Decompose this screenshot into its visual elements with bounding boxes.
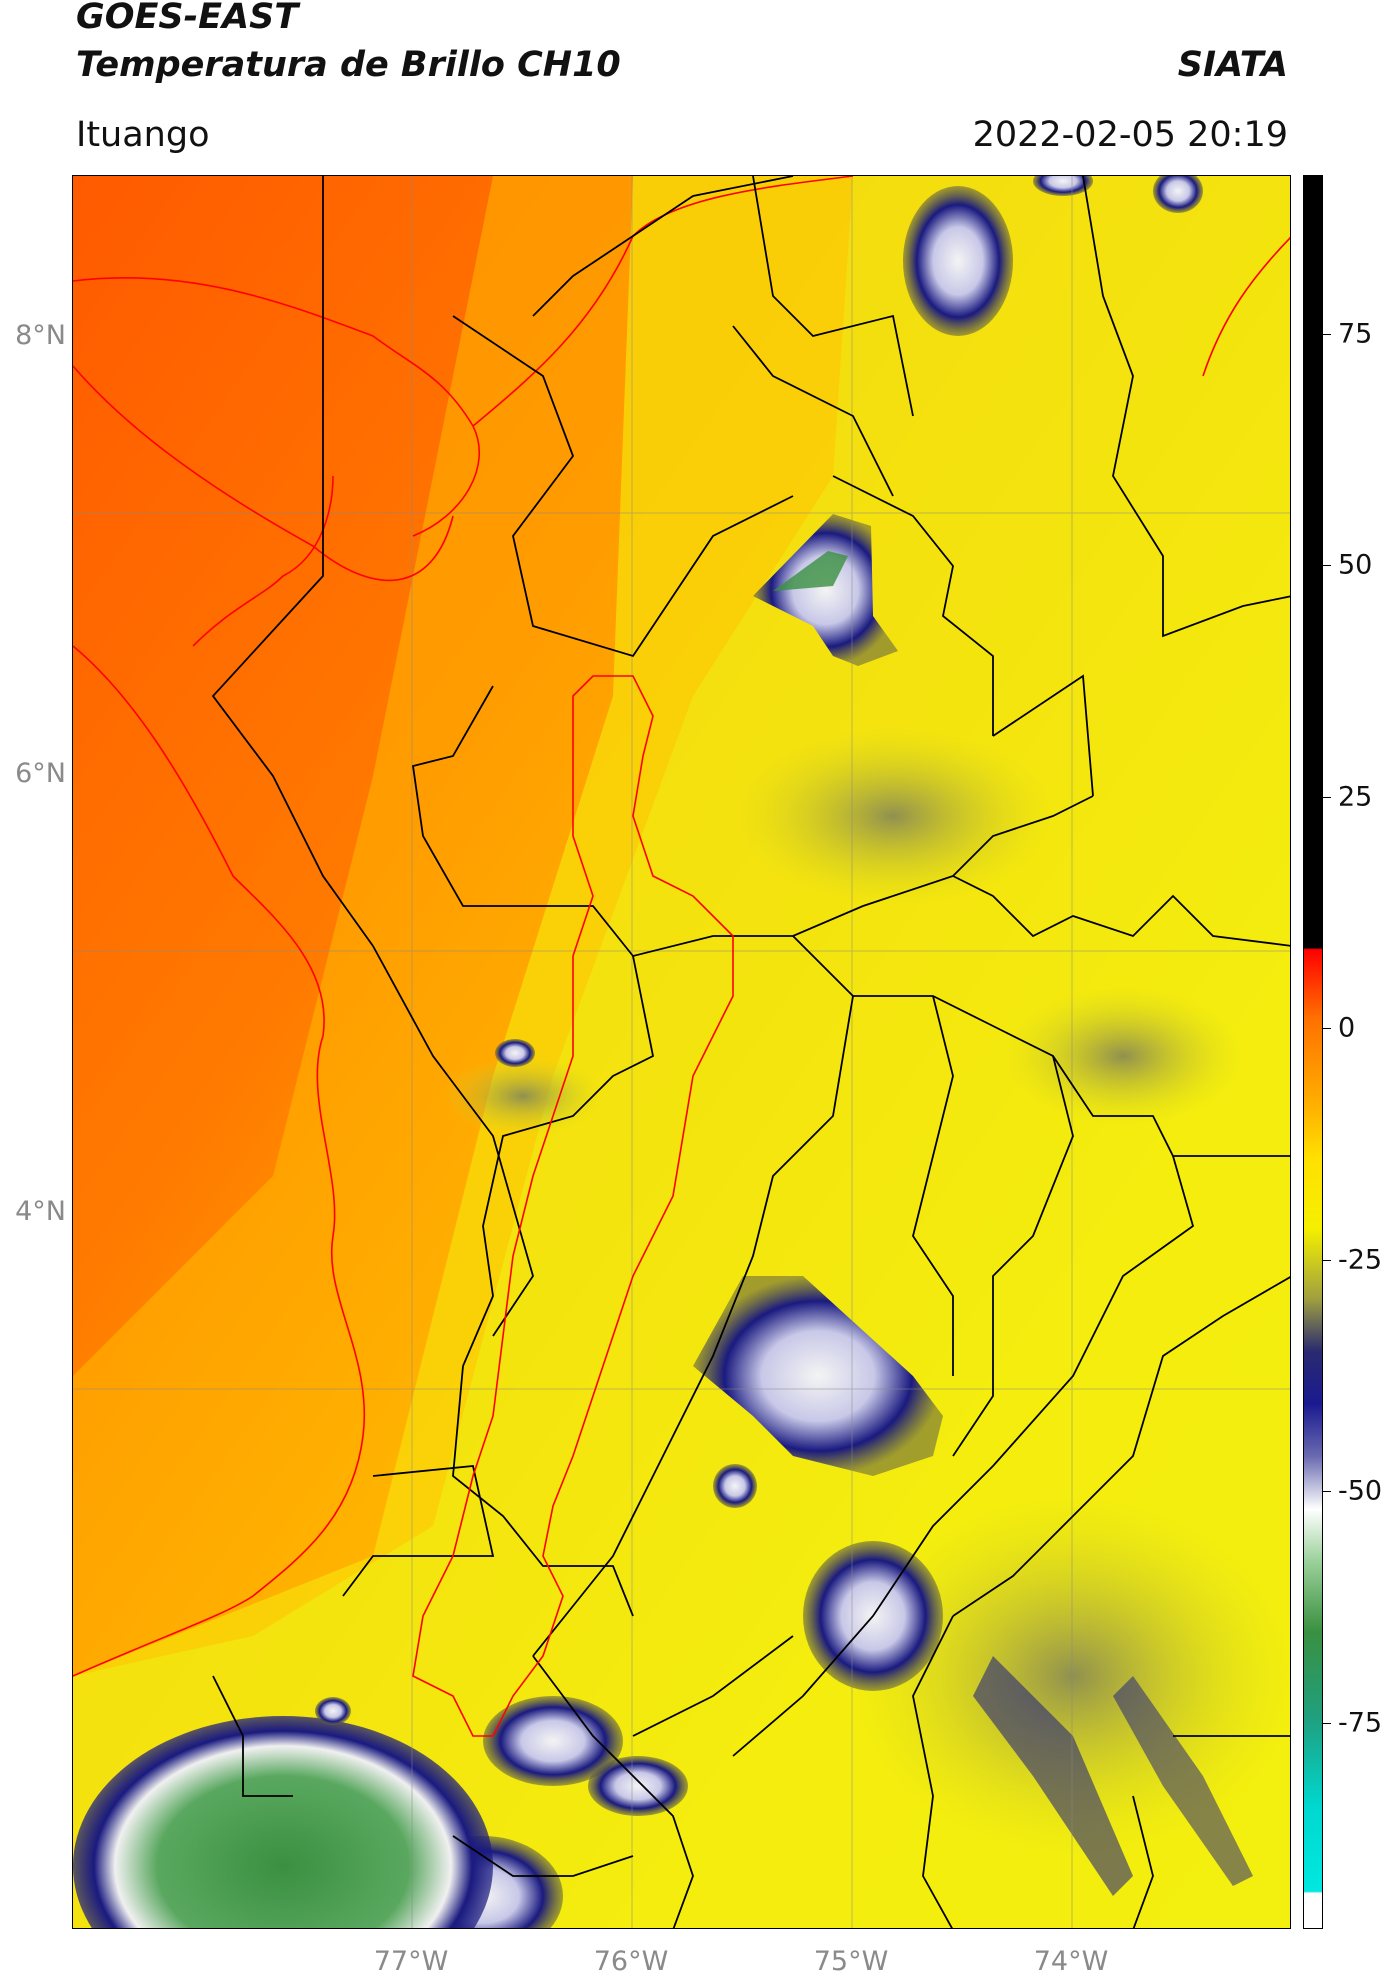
cloud-north-top-right (1153, 176, 1203, 213)
lon-label-77w: 77°W (373, 1946, 449, 1977)
colorbar-label-25: 25 (1338, 781, 1373, 813)
colorbar-tick-50 (1323, 565, 1331, 566)
title-line1: GOES-EAST (76, 0, 299, 37)
cloud-south-b (588, 1756, 688, 1816)
colorbar-label-50: 50 (1338, 549, 1373, 581)
satellite-map (72, 175, 1291, 1929)
lon-label-75w: 75°W (813, 1946, 889, 1977)
colorbar-tick-25 (1323, 797, 1331, 798)
cloud-8n (753, 514, 898, 666)
cloud-small-2 (495, 1039, 535, 1067)
cloud-southwest-small (315, 1697, 351, 1725)
colorbar-label-m75: -75 (1338, 1707, 1383, 1739)
colorbar-fill (1304, 176, 1322, 1928)
timestamp-label: 2022-02-05 20:19 (972, 115, 1288, 155)
colorbar-label-0: 0 (1338, 1012, 1356, 1044)
lat-label-8n: 8°N (15, 320, 66, 351)
colorbar-tick-0 (1323, 1028, 1331, 1029)
colorbar-tick-m25 (1323, 1260, 1331, 1261)
colorbar-tick-m50 (1323, 1491, 1331, 1492)
cloud-north-top (903, 186, 1013, 336)
streaks-southeast (973, 1656, 1133, 1896)
yellow-region (73, 176, 1290, 1928)
colorbar-label-m25: -25 (1338, 1244, 1383, 1276)
streaks-southeast-2 (1113, 1676, 1253, 1886)
map-svg (73, 176, 1290, 1928)
colorbar-svg (1304, 176, 1322, 1928)
colorbar-label-75: 75 (1338, 318, 1373, 350)
colorbar (1303, 175, 1323, 1929)
cloud-small-1 (713, 1464, 757, 1508)
olive-patch-2 (1003, 986, 1243, 1126)
lat-label-6n: 6°N (15, 758, 66, 789)
colorbar-tick-m75 (1323, 1723, 1331, 1724)
title-line2: Temperatura de Brillo CH10 (76, 45, 621, 85)
colorbar-tick-75 (1323, 334, 1331, 335)
colorbar-label-m50: -50 (1338, 1475, 1383, 1507)
borders (211, 176, 1290, 1928)
lon-label-74w: 74°W (1033, 1946, 1109, 1977)
brand-label: SIATA (1177, 45, 1288, 85)
olive-patch-1 (733, 726, 1053, 906)
cloud-southwest-large (73, 1716, 493, 1928)
olive-patch-3 (443, 1056, 603, 1136)
location-label: Ituango (76, 115, 210, 155)
cloud-4n (693, 1276, 943, 1476)
cloud-south-a (483, 1696, 623, 1786)
cloud-north-top-mid (1033, 176, 1093, 196)
lon-label-76w: 76°W (593, 1946, 669, 1977)
basin-outline (412, 675, 734, 1737)
cloud-8n-green (773, 551, 848, 591)
lat-label-4n: 4°N (15, 1196, 66, 1227)
graticule (73, 176, 1290, 1928)
orange-transition (73, 176, 853, 1676)
